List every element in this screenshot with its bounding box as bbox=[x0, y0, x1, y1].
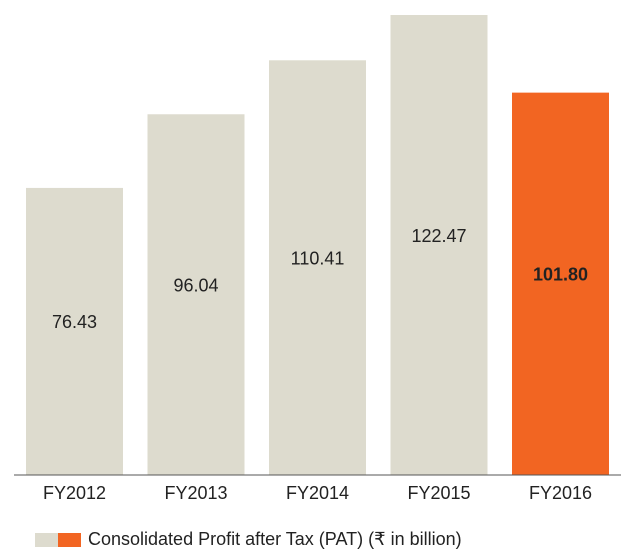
x-tick-label: FY2015 bbox=[407, 483, 470, 503]
bar bbox=[26, 187, 123, 475]
legend-label: Consolidated Profit after Tax (PAT) (₹ i… bbox=[88, 529, 462, 549]
x-tick-label: FY2014 bbox=[286, 483, 349, 503]
value-label: 110.41 bbox=[291, 248, 345, 268]
value-label: 96.04 bbox=[173, 275, 218, 295]
bar bbox=[269, 60, 366, 476]
legend-swatch bbox=[58, 533, 81, 547]
bar bbox=[147, 114, 245, 475]
x-tick-label: FY2013 bbox=[164, 483, 227, 503]
value-label: 76.43 bbox=[52, 312, 97, 332]
x-tick-label: FY2012 bbox=[43, 483, 106, 503]
value-label: 101.80 bbox=[533, 265, 588, 285]
bar bbox=[512, 92, 609, 476]
x-tick-label: FY2016 bbox=[529, 483, 592, 503]
value-label: 122.47 bbox=[411, 226, 466, 246]
bar bbox=[390, 15, 488, 475]
legend-swatch bbox=[35, 533, 58, 547]
